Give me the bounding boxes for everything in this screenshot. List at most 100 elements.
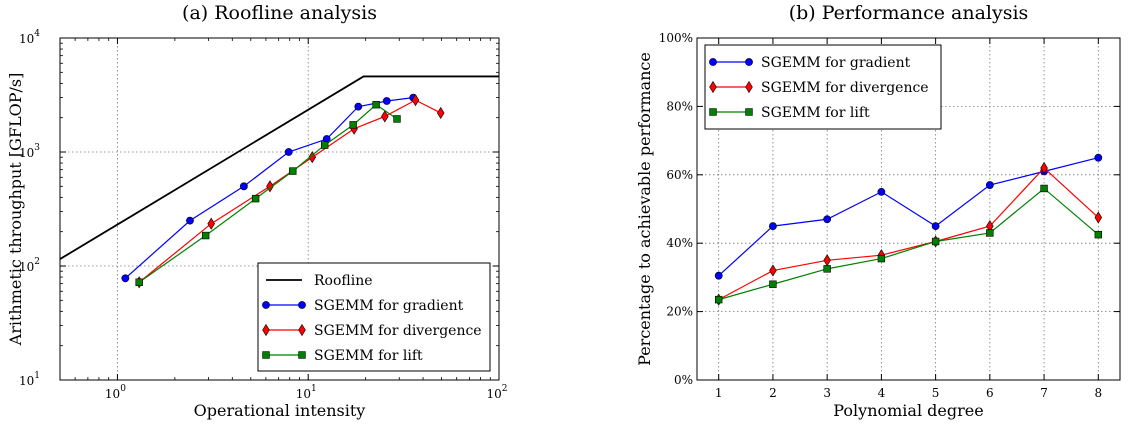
- legend-label: SGEMM for divergence: [761, 80, 929, 96]
- x-axis-label: Operational intensity: [194, 401, 366, 420]
- x-tick-label: 2: [769, 386, 777, 400]
- x-tick-label: 102: [486, 384, 507, 401]
- data-point: [877, 254, 886, 263]
- data-point: [320, 141, 329, 149]
- data-point: [436, 106, 445, 120]
- data-point: [349, 121, 357, 129]
- plot-frame: [696, 37, 1121, 381]
- x-axis-label: Polynomial degree: [833, 401, 983, 420]
- y-tick-label: 102: [19, 257, 40, 274]
- legend-marker: [262, 301, 270, 309]
- data-point: [289, 167, 297, 175]
- data-point: [121, 274, 130, 283]
- y-tick-label: 20%: [666, 305, 693, 319]
- data-point: [354, 102, 363, 111]
- legend-marker: [709, 108, 717, 116]
- y-axis-label: Arithmetic throughput [GFLOP/s]: [6, 73, 25, 347]
- legend-label: SGEMM for lift: [314, 348, 423, 364]
- roofline-chart: 100 101 102 101 102 103 104 (a) Roofline analys…: [6, 2, 508, 420]
- data-point: [877, 187, 886, 196]
- legend-label: SGEMM for gradient: [314, 298, 464, 314]
- data-point: [769, 280, 777, 288]
- plot-frame: [59, 37, 500, 381]
- y-tick-label: 101: [19, 371, 40, 388]
- x-tick-label: 7: [1040, 386, 1048, 400]
- y-tick-label: 104: [19, 29, 40, 46]
- legend-marker: [298, 351, 306, 359]
- legend-marker: [709, 58, 717, 66]
- y-tick-label: 0%: [674, 373, 693, 387]
- data-point: [372, 100, 380, 109]
- data-point: [823, 254, 831, 267]
- series-line: [718, 157, 1099, 277]
- data-point: [411, 94, 420, 107]
- data-point: [381, 110, 389, 123]
- data-point: [823, 265, 831, 273]
- data-point: [284, 148, 293, 156]
- data-point: [823, 215, 832, 224]
- chart-title: (a) Roofline analysis: [182, 2, 377, 24]
- data-point: [1040, 184, 1048, 193]
- legend-marker: [745, 58, 753, 66]
- data-point: [1094, 153, 1103, 162]
- legend-marker: [745, 108, 753, 116]
- legend-marker: [262, 323, 270, 337]
- legend-box: [257, 262, 491, 372]
- series-line: [718, 167, 1099, 301]
- data-point: [1094, 230, 1103, 239]
- data-point: [931, 237, 940, 246]
- series-line: [59, 75, 499, 260]
- series-line: [124, 97, 414, 279]
- x-tick-label: 8: [1094, 386, 1102, 400]
- data-point: [266, 180, 274, 193]
- chart-title: (b) Performance analysis: [789, 2, 1029, 24]
- series-line: [138, 99, 442, 283]
- data-point: [769, 264, 777, 277]
- data-point: [207, 217, 215, 230]
- data-point: [135, 278, 143, 286]
- y-tick-label: 100%: [659, 31, 693, 45]
- legend: Roofline SGEMM for gradient SGEMM for dive…: [257, 262, 491, 372]
- legend-label: SGEMM for lift: [761, 105, 870, 121]
- legend: SGEMM for gradient SGEMM for divergence SG…: [704, 44, 942, 130]
- x-tick-label: 4: [878, 386, 886, 400]
- data-point: [393, 115, 401, 123]
- x-tick-label: 5: [932, 386, 940, 400]
- y-tick-label: 103: [19, 143, 40, 160]
- data-point: [714, 295, 723, 304]
- legend-box: [704, 44, 942, 130]
- legend-label: SGEMM for gradient: [761, 55, 911, 71]
- y-tick-label: 80%: [666, 99, 693, 113]
- legend-label: SGEMM for divergence: [314, 323, 482, 339]
- y-axis-label: Percentage to achievable performance: [635, 52, 654, 366]
- data-point: [201, 231, 210, 240]
- data-point: [1040, 161, 1048, 175]
- data-point: [931, 222, 940, 230]
- data-point: [714, 271, 723, 280]
- legend-label: Roofline: [314, 273, 373, 289]
- legend-marker: [745, 80, 753, 94]
- y-tick-label: 60%: [666, 168, 693, 182]
- x-tick-label: 6: [986, 386, 994, 400]
- legend-marker: [298, 301, 306, 309]
- legend-marker: [262, 351, 270, 359]
- data-point: [382, 97, 391, 105]
- data-point: [769, 222, 777, 230]
- data-point: [986, 229, 994, 237]
- y-tick-label: 40%: [666, 236, 693, 250]
- data-point: [1094, 211, 1103, 224]
- x-tick-label: 1: [715, 386, 723, 400]
- series-line: [718, 187, 1099, 301]
- x-tick-label: 101: [296, 384, 317, 401]
- data-point: [251, 194, 260, 203]
- legend-marker: [298, 323, 306, 337]
- performance-chart: 1 2 3 4 5 6 7 80%20%40%60%80%100%(b) Performanc…: [635, 2, 1121, 420]
- data-point: [985, 181, 994, 189]
- data-point: [186, 216, 194, 225]
- series-line: [138, 103, 398, 283]
- x-tick-label: 3: [823, 386, 831, 400]
- legend-marker: [709, 80, 717, 94]
- x-tick-label: 100: [105, 384, 126, 401]
- data-point: [239, 182, 248, 191]
